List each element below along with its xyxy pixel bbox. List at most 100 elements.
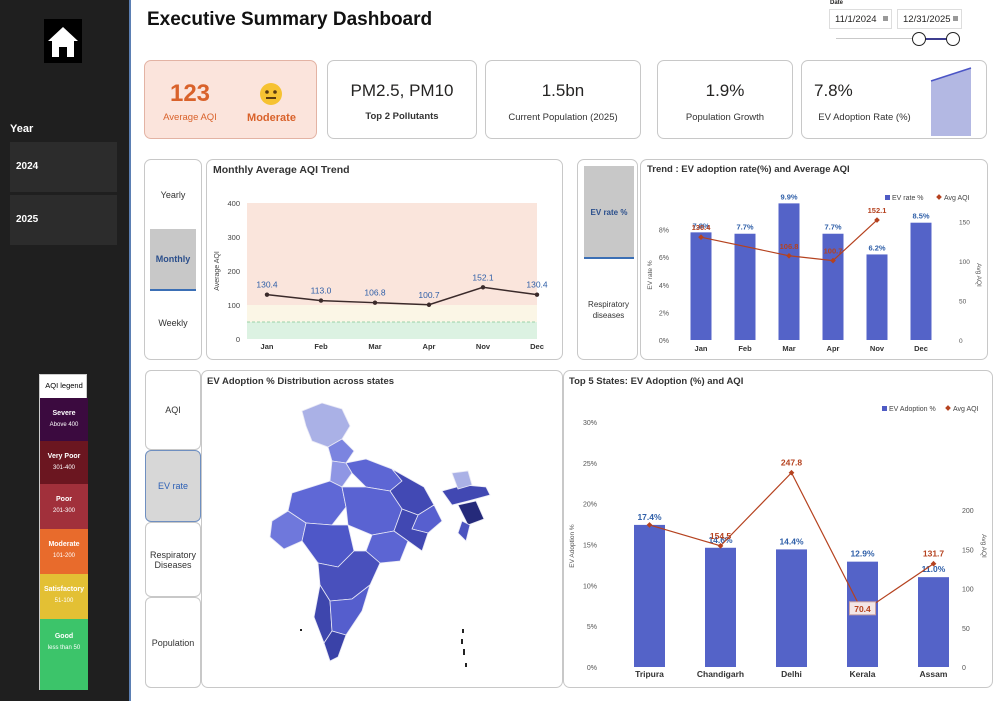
map-region[interactable] <box>457 520 471 542</box>
kpi-pollutants-card: PM2.5, PM10 Top 2 Pollutants <box>327 60 477 139</box>
kpi-aqi-card: 123 Average AQI Moderate <box>144 60 317 139</box>
ev-bar <box>918 577 949 667</box>
aqi-data-label: 70.4 <box>854 604 871 614</box>
kpi-aqi-label: Average AQI <box>163 112 217 123</box>
legend-ev-label: EV rate % <box>892 195 924 202</box>
aqi-data-label: 152.1 <box>472 272 494 282</box>
x-tick-label: Jan <box>695 344 708 353</box>
map-region[interactable] <box>323 630 347 662</box>
ev-map-card: EV Adoption % Distribution across states <box>201 370 563 688</box>
y-tick-label: 15% <box>583 543 597 550</box>
map-region[interactable] <box>451 470 473 490</box>
ev-bar <box>690 232 712 340</box>
aqi-point <box>930 560 937 567</box>
ev-bar <box>634 524 665 667</box>
aqi-trend-title: Monthly Average AQI Trend <box>213 164 350 176</box>
tab-ev-rate[interactable]: EV rate <box>145 450 201 522</box>
metric-respiratory-button[interactable]: Respiratory diseases <box>588 300 629 320</box>
aqi-legend: AQI legend Severe Above 400 Very Poor 301-… <box>39 374 88 690</box>
home-icon[interactable] <box>44 19 82 63</box>
period-yearly-button[interactable]: Yearly <box>160 190 186 200</box>
y-tick-label: 100 <box>227 301 240 310</box>
year-2024-button[interactable]: 2024 <box>10 142 117 192</box>
y-tick-label: 20% <box>583 502 597 509</box>
aqi-trend-chart: 0 100 200 300 400 Average AQI 130.4 Jan 113.0 Feb… <box>214 199 548 351</box>
y2-tick-label: 0 <box>959 338 963 345</box>
date-slider-start-handle[interactable] <box>912 32 926 46</box>
tab-aqi[interactable]: AQI <box>145 370 201 450</box>
aqi-data-label: 154.5 <box>710 531 732 541</box>
year-2025-button[interactable]: 2025 <box>10 195 117 245</box>
metric-ev-rate-button[interactable]: EV rate % <box>584 166 634 259</box>
y2-tick-label: 150 <box>962 547 974 554</box>
legend-moderate: Moderate 101-200 <box>40 529 88 574</box>
ev-bar-label: 7.7% <box>736 223 753 232</box>
kpi-ev-value: 7.8% <box>814 81 853 100</box>
date-start-input[interactable]: 11/1/2024 <box>829 9 892 29</box>
map-region-northeast[interactable] <box>441 484 491 506</box>
ev-trend-title: Trend : EV adoption rate(%) and Average … <box>647 164 850 175</box>
map-region[interactable] <box>393 508 429 552</box>
ev-trend-card: Trend : EV adoption rate(%) and Average … <box>640 159 988 360</box>
x-tick-label: Assam <box>920 669 948 679</box>
legend-aqi-label: Avg AQI <box>953 406 979 413</box>
date-slider-end-handle[interactable] <box>946 32 960 46</box>
india-ev-map[interactable] <box>262 401 502 681</box>
ev-bar-label: 11.0% <box>922 564 946 574</box>
aqi-line <box>266 286 538 306</box>
aqi-data-label: 100.7 <box>418 290 440 300</box>
map-region[interactable] <box>457 500 485 526</box>
y2-tick-label: 100 <box>959 259 970 266</box>
x-tick-label: Dec <box>530 342 544 351</box>
tab-population[interactable]: Population <box>145 597 201 688</box>
ev-map-title: EV Adoption % Distribution across states <box>207 376 395 387</box>
date-end-input[interactable]: 12/31/2025 <box>897 9 962 29</box>
y-tick-label: 200 <box>227 267 240 276</box>
aqi-point <box>786 252 792 259</box>
aqi-data-label: 131.7 <box>923 549 945 559</box>
x-tick-label: Nov <box>476 342 491 351</box>
ev-bar-label: 9.9% <box>780 192 797 201</box>
map-region[interactable] <box>329 460 353 488</box>
ev-bar-label: 7.7% <box>824 223 841 232</box>
tab-respiratory-diseases[interactable]: Respiratory Diseases <box>145 522 201 597</box>
period-monthly-button[interactable]: Monthly <box>150 229 196 291</box>
aqi-line <box>700 219 878 262</box>
y2-tick-label: 200 <box>962 508 974 515</box>
aqi-point <box>372 300 378 305</box>
map-region[interactable] <box>345 458 403 492</box>
legend-swatch-ev <box>882 406 887 411</box>
top-states-card: Top 5 States: EV Adoption (%) and AQI 0%… <box>563 370 993 688</box>
y-tick-label: 0 <box>236 335 240 344</box>
aqi-data-label: 106.8 <box>364 288 386 298</box>
ev-bar-label: 7.8% <box>692 221 709 230</box>
map-region[interactable] <box>327 438 355 464</box>
calendar-icon[interactable] <box>953 16 958 21</box>
legend-swatch-ev <box>885 195 890 200</box>
y-tick-label: 0% <box>587 665 597 672</box>
y2-axis-label: Avg AQI <box>975 263 982 287</box>
y-tick-label: 30% <box>583 420 597 427</box>
x-tick-label: Feb <box>314 342 328 351</box>
neutral-face-icon <box>260 83 282 105</box>
aqi-data-label: 100.7 <box>824 247 843 256</box>
y2-tick-label: 100 <box>962 587 974 594</box>
ev-bar <box>910 222 932 340</box>
ev-sparkline <box>930 67 972 136</box>
aqi-data-label: 113.0 <box>311 286 332 296</box>
calendar-icon[interactable] <box>883 16 888 21</box>
aqi-point <box>318 298 324 303</box>
kpi-growth-card: 1.9% Population Growth <box>657 60 793 139</box>
period-weekly-button[interactable]: Weekly <box>158 318 188 328</box>
x-tick-label: Mar <box>368 342 381 351</box>
legend-good: Good less than 50 <box>40 619 88 690</box>
kpi-pollutants-label: Top 2 Pollutants <box>365 111 439 122</box>
y-tick-label: 4% <box>659 283 669 290</box>
kpi-ev-card: 7.8% EV Adoption Rate (%) <box>801 60 987 139</box>
aqi-point <box>264 292 270 297</box>
aqi-point <box>480 285 486 290</box>
ev-bar-label: 14.6% <box>708 535 733 545</box>
aqi-point <box>788 469 795 476</box>
y-tick-label: 8% <box>659 228 669 235</box>
kpi-growth-label: Population Growth <box>685 112 765 123</box>
